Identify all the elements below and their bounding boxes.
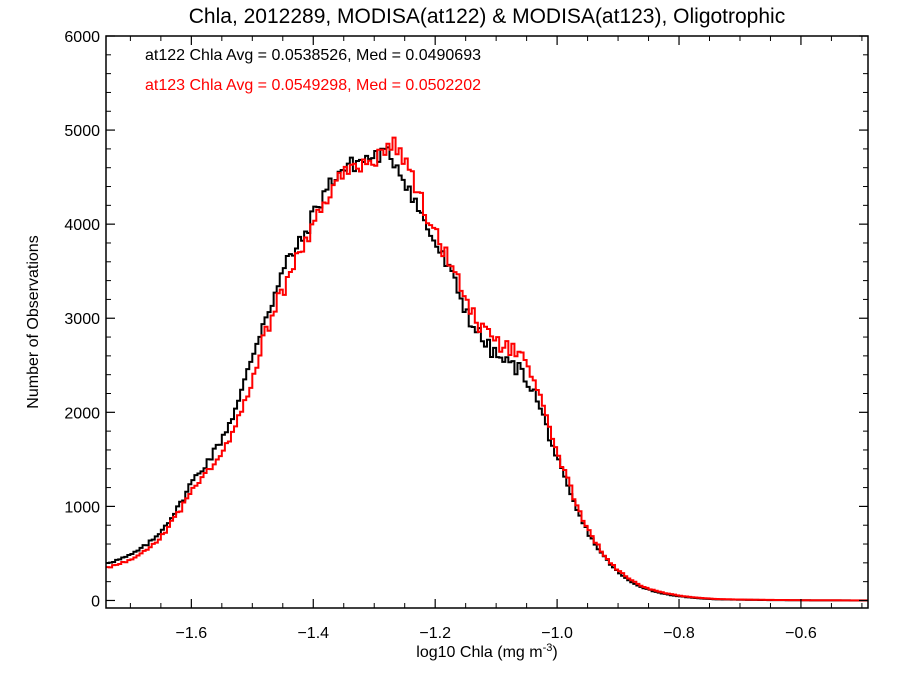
series-layer <box>106 136 868 602</box>
plot-frame <box>105 35 869 609</box>
x-tick-label: −1.2 <box>419 625 451 642</box>
x-tick-label: −0.6 <box>785 625 817 642</box>
y-tick-label: 4000 <box>64 217 100 234</box>
ticks-layer <box>106 35 868 608</box>
y-tick-label: 3000 <box>64 311 100 328</box>
y-tick-label: 6000 <box>64 29 100 46</box>
x-tick-label: −1.6 <box>176 625 208 642</box>
y-tick-label: 1000 <box>64 499 100 516</box>
x-tick-label: −0.8 <box>663 625 695 642</box>
series-line-0 <box>106 146 868 602</box>
series-line-1 <box>106 136 868 602</box>
x-axis-label-suffix: ) <box>552 644 557 661</box>
x-axis-label: log10 Chla (mg m-3) <box>416 642 557 661</box>
x-tick-label: −1.4 <box>297 625 329 642</box>
y-tick-label: 2000 <box>64 405 100 422</box>
annotation-at122: at122 Chla Avg = 0.0538526, Med = 0.0490… <box>145 47 481 64</box>
chart-title: Chla, 2012289, MODISA(at122) & MODISA(at… <box>189 5 785 28</box>
x-axis-label-main: log10 Chla (mg m <box>416 644 542 661</box>
y-tick-label: 5000 <box>64 123 100 140</box>
tick-labels-layer: −1.6 −1.4 −1.2 −1.0 −0.8 −0.6 0 1000 2000 3000 400… <box>64 29 816 642</box>
annotation-at123: at123 Chla Avg = 0.0549298, Med = 0.0502… <box>145 77 481 94</box>
y-tick-label: 0 <box>91 593 100 610</box>
x-tick-label: −1.0 <box>541 625 573 642</box>
x-axis-label-superscript: -3 <box>543 642 553 654</box>
y-axis-label: Number of Observations <box>25 235 42 408</box>
